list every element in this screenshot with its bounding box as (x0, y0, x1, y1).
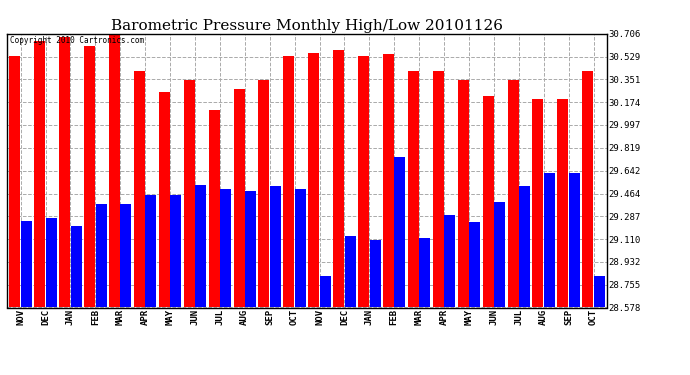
Bar (395, 157, 406, 308)
Bar (308, 53, 319, 308)
Bar (34, 41, 46, 308)
Bar (383, 54, 394, 307)
Bar (284, 56, 295, 308)
Bar (558, 99, 569, 308)
Bar (121, 204, 131, 308)
Bar (109, 33, 120, 308)
Bar (220, 189, 231, 308)
Bar (457, 80, 469, 308)
Bar (245, 192, 256, 308)
Bar (345, 237, 355, 308)
Bar (420, 238, 431, 308)
Bar (96, 204, 106, 308)
Bar (70, 226, 81, 308)
Bar (195, 185, 206, 308)
Bar (433, 70, 444, 308)
Bar (84, 46, 95, 308)
Bar (295, 189, 306, 308)
Bar (59, 37, 70, 308)
Bar (469, 222, 480, 308)
Bar (494, 202, 505, 308)
Bar (146, 195, 157, 308)
Bar (10, 56, 20, 308)
Bar (333, 50, 344, 308)
Bar (208, 110, 219, 308)
Bar (533, 99, 544, 308)
Bar (259, 80, 269, 308)
Bar (594, 276, 604, 308)
Bar (519, 186, 530, 308)
Bar (444, 214, 455, 308)
Bar (582, 70, 593, 308)
Bar (184, 80, 195, 308)
Bar (21, 221, 32, 308)
Bar (159, 92, 170, 308)
Bar (569, 174, 580, 308)
Bar (483, 96, 493, 308)
Bar (234, 88, 244, 308)
Bar (370, 240, 380, 308)
Bar (46, 219, 57, 308)
Bar (270, 186, 281, 308)
Bar (134, 70, 145, 308)
Bar (408, 70, 419, 308)
Bar (319, 276, 331, 308)
Bar (170, 195, 181, 308)
Title: Barometric Pressure Monthly High/Low 20101126: Barometric Pressure Monthly High/Low 201… (111, 19, 503, 33)
Bar (358, 56, 369, 308)
Bar (544, 174, 555, 308)
Text: Copyright 2010 Cartronics.com: Copyright 2010 Cartronics.com (10, 36, 144, 45)
Bar (508, 80, 518, 308)
